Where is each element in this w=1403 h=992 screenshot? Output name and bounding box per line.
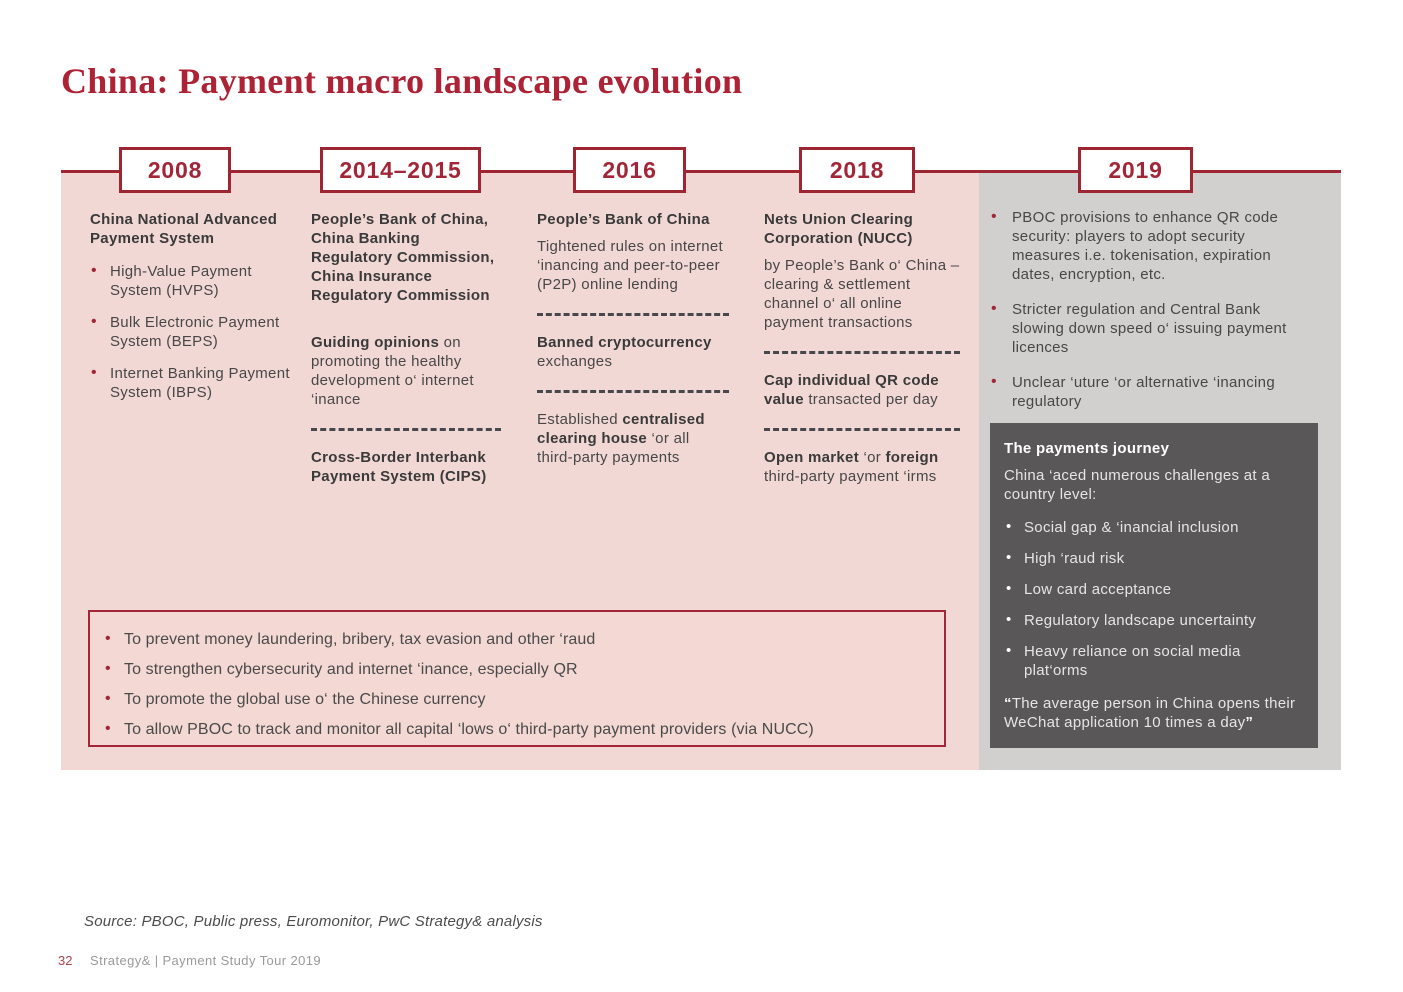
timeline-line <box>61 170 1341 173</box>
text-segment: on promoting the healthy development o‘ … <box>311 334 474 408</box>
column-2014-heading: People’s Bank of China, China Banking Re… <box>311 211 495 304</box>
column-2008: China National Advanced Payment System H… <box>90 210 292 415</box>
list-item: To allow PBOC to track and monitor all c… <box>104 720 928 739</box>
bold-segment: Banned cryptocurrency <box>537 334 712 351</box>
column-2019: PBOC provisions to enhance QR code secur… <box>990 207 1310 427</box>
column-2008-heading: China National Advanced Payment System <box>90 211 278 247</box>
clearing-house-paragraph: Established centralised clearing house ‘… <box>537 410 729 467</box>
text-segment: third-party payment ‘irms <box>764 468 937 485</box>
list-item: High-Value Payment System (HVPS) <box>90 261 292 300</box>
guiding-opinions-paragraph: Guiding opinions on promoting the health… <box>311 333 501 409</box>
list-item: PBOC provisions to enhance QR code secur… <box>990 207 1310 284</box>
open-market-paragraph: Open market ‘or foreign third-party paym… <box>764 448 960 486</box>
text-segment: transacted per day <box>803 391 938 408</box>
bold-segment: Open market <box>764 449 859 466</box>
column-2018-heading: Nets Union Clearing Corporation (NUCC) <box>764 211 914 247</box>
column-2019-bullets: PBOC provisions to enhance QR code secur… <box>990 207 1310 411</box>
list-item: Stricter regulation and Central Bank slo… <box>990 299 1310 357</box>
nucc-paragraph: by People’s Bank o‘ China – clearing & s… <box>764 257 960 331</box>
policy-goals-bullets: To prevent money laundering, bribery, ta… <box>104 630 928 739</box>
list-item: To prevent money laundering, bribery, ta… <box>104 630 928 649</box>
text-segment: Established <box>537 411 623 428</box>
dashed-divider <box>764 351 960 354</box>
bold-segment: foreign <box>885 449 939 466</box>
column-2018: Nets Union Clearing Corporation (NUCC) b… <box>764 210 960 496</box>
year-box-2019: 2019 <box>1078 147 1193 193</box>
policy-goals-box: To prevent money laundering, bribery, ta… <box>88 610 946 747</box>
column-2016: People’s Bank of China Tightened rules o… <box>537 210 729 477</box>
wechat-quote: “The average person in China opens their… <box>1004 694 1304 732</box>
footer-brand: Strategy& | Payment Study Tour 2019 <box>90 953 322 968</box>
list-item: Social gap & ‘inancial inclusion <box>1004 517 1304 537</box>
list-item: To promote the global use o‘ the Chinese… <box>104 690 928 709</box>
text-segment: ‘or all third-party payments <box>537 430 690 466</box>
quote-text: The average person in China opens their … <box>1004 695 1296 731</box>
page-number: 32 <box>58 953 73 968</box>
list-item: Bulk Electronic Payment System (BEPS) <box>90 312 292 351</box>
bold-segment: centralised clearing house <box>537 411 705 447</box>
bold-segment: Guiding opinions <box>311 334 440 351</box>
dashed-divider <box>764 428 960 431</box>
dashed-divider <box>537 390 729 393</box>
list-item: Regulatory landscape uncertainty <box>1004 610 1304 630</box>
list-item: To strengthen cybersecurity and internet… <box>104 660 928 679</box>
list-item: High ‘raud risk <box>1004 548 1304 568</box>
text-segment: exchanges <box>537 353 613 370</box>
source-note: Source: PBOC, Public press, Euromonitor,… <box>84 913 543 930</box>
quote-mark: “ <box>1004 695 1012 712</box>
column-2016-heading: People’s Bank of China <box>537 211 710 228</box>
year-box-2008: 2008 <box>119 147 231 193</box>
payments-journey-intro: China ‘aced numerous challenges at a cou… <box>1004 467 1270 503</box>
column-2014-2015: People’s Bank of China, China Banking Re… <box>311 210 501 514</box>
banned-crypto-paragraph: Banned cryptocurrency exchanges <box>537 333 729 371</box>
payments-journey-bullets: Social gap & ‘inancial inclusion High ‘r… <box>1004 517 1304 680</box>
list-item: Heavy reliance on social media plat‘orms <box>1004 641 1304 680</box>
year-box-2016: 2016 <box>573 147 686 193</box>
list-item: Internet Banking Payment System (IBPS) <box>90 363 292 402</box>
cips-heading: Cross-Border Interbank Payment System (C… <box>311 449 487 485</box>
list-item: Unclear ‘uture ‘or alternative ‘inancing… <box>990 372 1310 411</box>
quote-mark: ” <box>1245 714 1254 731</box>
year-box-2014-2015: 2014–2015 <box>320 147 481 193</box>
bold-segment: Cap individual QR code value <box>764 372 939 408</box>
column-2008-bullets: High-Value Payment System (HVPS) Bulk El… <box>90 261 292 402</box>
list-item: Low card acceptance <box>1004 579 1304 599</box>
text-segment: ‘or <box>859 449 886 466</box>
dashed-divider <box>537 313 729 316</box>
tightened-rules-paragraph: Tightened rules on internet ‘inancing an… <box>537 238 723 293</box>
qr-cap-paragraph: Cap individual QR code value transacted … <box>764 371 960 409</box>
dashed-divider <box>311 428 501 431</box>
page-title: China: Payment macro landscape evolution <box>61 61 743 101</box>
payments-journey-box: The payments journey China ‘aced numerou… <box>990 423 1318 748</box>
payments-journey-title: The payments journey <box>1004 440 1170 457</box>
year-box-2018: 2018 <box>799 147 915 193</box>
